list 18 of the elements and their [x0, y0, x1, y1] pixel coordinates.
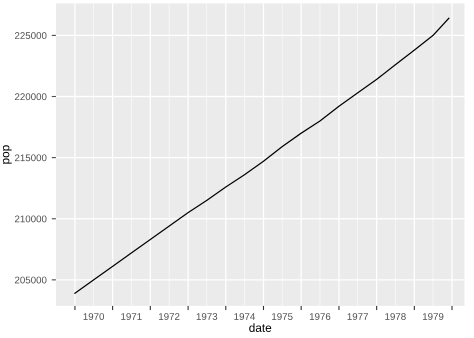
line-series — [74, 18, 450, 294]
x-tick-label: 1978 — [385, 313, 406, 320]
y-tick-label: 220000 — [14, 93, 47, 100]
x-axis-title: date — [249, 323, 272, 332]
x-tick-label: 1973 — [196, 313, 218, 320]
y-tick-label: 215000 — [14, 154, 47, 162]
y-tick-label: 210000 — [14, 215, 47, 222]
x-tick-label: 1977 — [348, 313, 368, 320]
x-tick-label: 1975 — [272, 313, 293, 320]
x-tick-label: 1970 — [84, 313, 104, 320]
y-axis-title: pop — [2, 145, 12, 164]
y-tick-label: 205000 — [14, 276, 47, 284]
x-tick-label: 1979 — [422, 313, 444, 320]
x-tick-label: 1974 — [234, 313, 256, 320]
x-tick-label: 1972 — [159, 313, 180, 320]
x-tick-label: 1976 — [310, 313, 330, 320]
y-tick-label: 225000 — [14, 32, 47, 40]
x-tick-label: 1971 — [121, 313, 142, 320]
